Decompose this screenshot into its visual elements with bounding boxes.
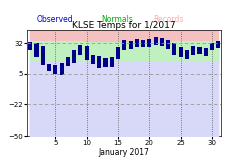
Bar: [184, 50, 188, 59]
Text: Observed: Observed: [37, 15, 73, 24]
Bar: [209, 43, 213, 50]
Bar: [103, 58, 107, 67]
Bar: [65, 57, 70, 66]
Bar: [140, 40, 144, 47]
Bar: [90, 55, 94, 64]
Bar: [215, 41, 219, 48]
Bar: [159, 38, 163, 46]
X-axis label: January 2017: January 2017: [98, 148, 149, 157]
Bar: [178, 47, 182, 57]
Bar: [84, 46, 88, 60]
Bar: [97, 56, 101, 68]
Bar: [47, 64, 51, 71]
Bar: [122, 40, 126, 50]
Bar: [109, 57, 113, 67]
Text: Records: Records: [153, 15, 183, 24]
Bar: [134, 39, 138, 47]
Bar: [40, 46, 45, 65]
Bar: [115, 47, 119, 59]
Bar: [165, 40, 169, 49]
Bar: [153, 37, 157, 45]
Bar: [28, 42, 32, 50]
Bar: [197, 47, 201, 54]
Bar: [190, 46, 194, 55]
Bar: [78, 45, 82, 55]
Bar: [172, 43, 176, 55]
Bar: [34, 43, 38, 57]
Title: KLSE Temps for 1/2017: KLSE Temps for 1/2017: [72, 21, 175, 30]
Bar: [147, 39, 151, 47]
Bar: [53, 65, 57, 74]
Bar: [72, 50, 76, 63]
Bar: [59, 63, 63, 75]
Bar: [203, 48, 207, 56]
Bar: [128, 41, 132, 49]
Text: Normals: Normals: [101, 15, 132, 24]
